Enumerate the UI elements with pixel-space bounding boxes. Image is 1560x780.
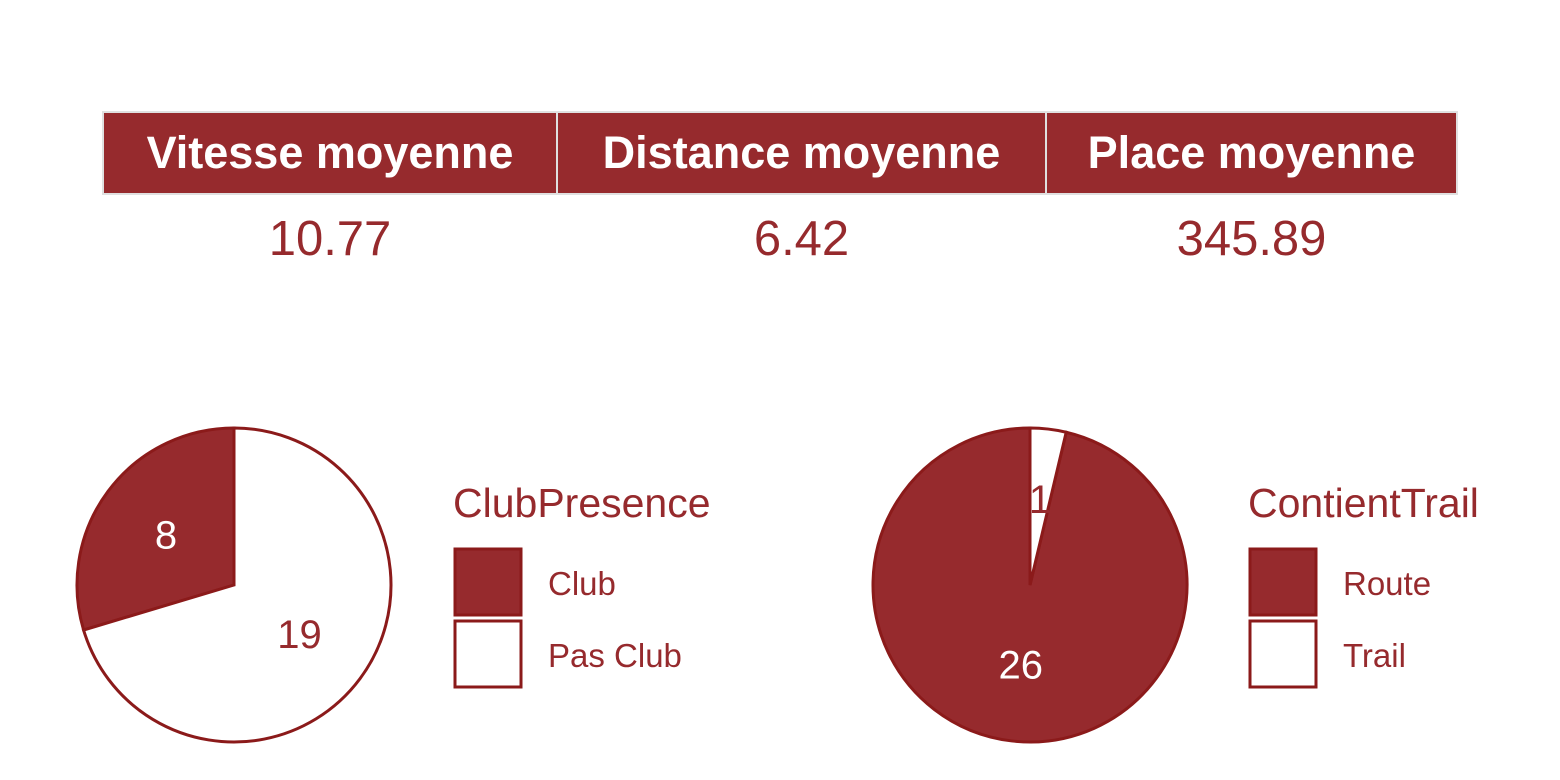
pie-slice-club xyxy=(75,426,236,632)
header-place-moyenne: Place moyenne xyxy=(1045,111,1458,195)
pie-value-label: 26 xyxy=(998,644,1043,688)
header-distance-moyenne: Distance moyenne xyxy=(556,111,1047,195)
legend-swatch xyxy=(453,619,523,689)
pie-slice-trail xyxy=(1028,426,1069,586)
pie-chart-2: 26 1 xyxy=(871,426,1189,744)
legend-swatch xyxy=(1248,619,1318,689)
value-distance-moyenne: 6.42 xyxy=(753,212,850,266)
pie-value-label: 19 xyxy=(277,613,322,657)
value-vitesse-moyenne: 10.77 xyxy=(268,212,392,266)
legend-swatch xyxy=(453,547,523,617)
legend-label: Club xyxy=(548,565,616,602)
legend-label: Trail xyxy=(1343,637,1406,674)
legend-title: ContientTrail xyxy=(1248,480,1479,526)
legend-label: Pas Club xyxy=(548,637,682,674)
pie-slice-pas-club xyxy=(81,426,393,744)
pie-value-label: 8 xyxy=(155,513,177,557)
legend-label: Route xyxy=(1343,565,1431,602)
pie-value-label: 1 xyxy=(1029,478,1051,522)
legend-2: ContientTrail Route Trail xyxy=(1248,480,1479,689)
summary-table: Vitesse moyenne Distance moyenne Place m… xyxy=(102,111,1458,283)
legend-1: ClubPresence Club Pas Club xyxy=(453,480,711,689)
legend-title: ClubPresence xyxy=(453,480,711,526)
pie-chart-1: 8 19 xyxy=(75,426,393,744)
value-place-moyenne: 345.89 xyxy=(1176,212,1327,266)
header-vitesse-moyenne: Vitesse moyenne xyxy=(102,111,558,195)
legend-swatch xyxy=(1248,547,1318,617)
